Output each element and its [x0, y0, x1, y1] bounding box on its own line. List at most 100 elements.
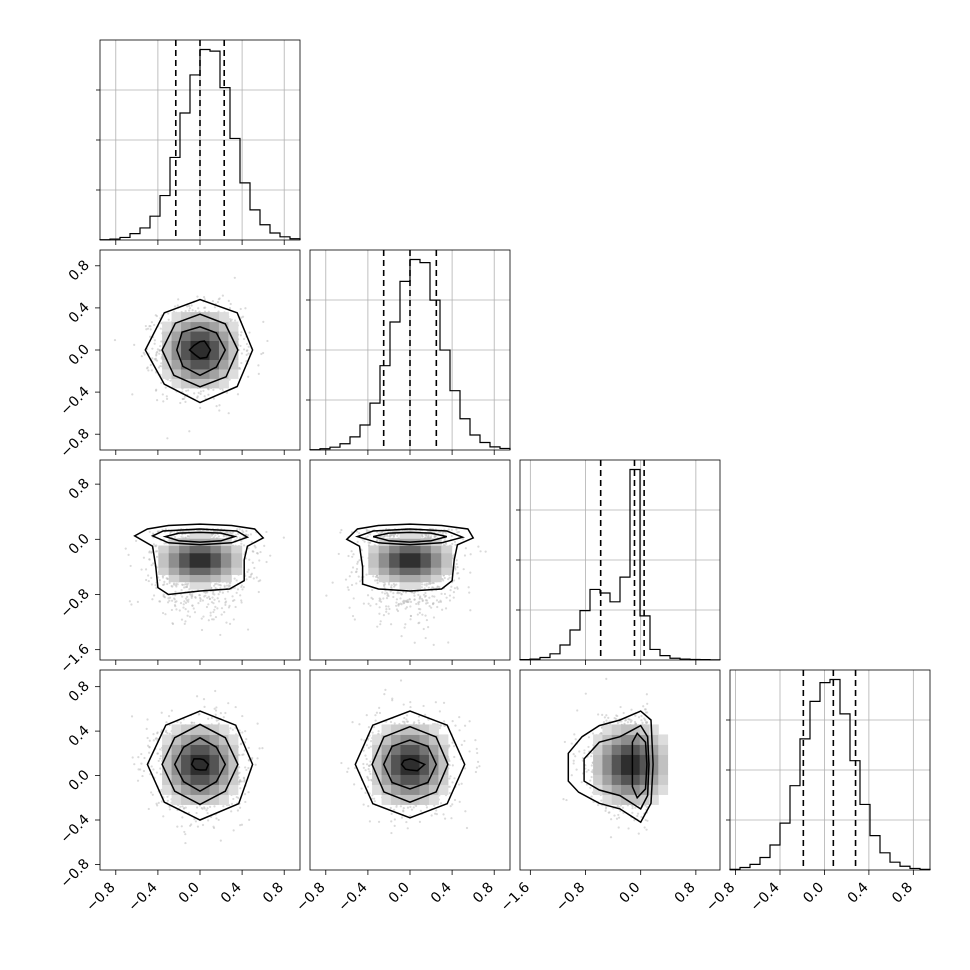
- y-tick-label: −0.4: [57, 384, 92, 419]
- scatter-point: [362, 602, 365, 605]
- scatter-point: [443, 576, 446, 580]
- scatter-point: [395, 601, 398, 604]
- scatter-point: [151, 532, 155, 535]
- scatter-point: [168, 599, 171, 602]
- scatter-point: [151, 598, 154, 601]
- scatter-point: [211, 299, 214, 303]
- scatter-point: [182, 603, 185, 606]
- density-cell: [389, 567, 401, 575]
- panel-content: [124, 523, 285, 637]
- scatter-point: [240, 584, 243, 587]
- scatter-point: [218, 404, 221, 407]
- scatter-point: [382, 597, 385, 600]
- density-cell: [420, 545, 432, 554]
- scatter-point: [239, 307, 242, 311]
- density-cell: [200, 331, 210, 342]
- scatter-point: [420, 586, 423, 589]
- scatter-point: [221, 294, 224, 297]
- scatter-point: [350, 550, 353, 553]
- scatter-point: [246, 570, 249, 573]
- scatter-point: [157, 759, 160, 763]
- scatter-point: [389, 590, 392, 593]
- density-cell: [430, 545, 442, 554]
- density-cell: [218, 331, 229, 342]
- scatter-point: [228, 318, 232, 321]
- density-cell: [189, 581, 201, 590]
- scatter-point: [408, 598, 411, 601]
- scatter-point: [155, 354, 158, 357]
- scatter-point: [153, 323, 156, 327]
- scatter-point: [228, 307, 232, 310]
- scatter-point: [189, 593, 192, 596]
- scatter-point: [224, 603, 227, 607]
- scatter-point: [187, 600, 190, 603]
- density-cell: [200, 531, 211, 539]
- density-cell: [179, 538, 191, 547]
- density-cell: [158, 567, 170, 575]
- scatter-point: [214, 615, 218, 619]
- scatter-point: [247, 534, 250, 537]
- scatter-point: [262, 320, 265, 323]
- scatter-point: [193, 392, 196, 395]
- density-cell: [430, 574, 442, 583]
- density-cell: [430, 552, 442, 561]
- density-cell: [420, 560, 432, 568]
- scatter-point: [427, 586, 430, 589]
- density-cell: [410, 552, 421, 561]
- scatter-point: [212, 397, 215, 400]
- scatter-point: [194, 596, 197, 599]
- scatter-point: [191, 309, 194, 312]
- scatter-point: [358, 559, 361, 562]
- scatter-point: [181, 595, 184, 598]
- density-cell: [190, 331, 201, 342]
- scatter-point: [387, 605, 390, 608]
- y-tick-label: 0.8: [66, 476, 93, 503]
- scatter-point: [447, 641, 450, 644]
- scatter-point: [150, 321, 153, 324]
- scatter-point: [445, 596, 448, 599]
- density-cell: [399, 574, 411, 583]
- density-cell: [218, 340, 229, 351]
- scatter-point: [243, 741, 247, 744]
- scatter-point: [242, 348, 246, 351]
- scatter-point: [447, 528, 450, 531]
- scatter-point: [214, 605, 217, 608]
- scatter-point: [212, 602, 215, 605]
- density-cell: [378, 545, 390, 554]
- scatter-point: [352, 597, 355, 600]
- scatter-point: [363, 540, 366, 543]
- density-cell: [162, 340, 173, 351]
- scatter-point: [239, 787, 242, 790]
- scatter-point: [425, 533, 428, 536]
- scatter-point: [236, 528, 239, 531]
- density-cell: [190, 321, 201, 332]
- scatter-point: [172, 582, 176, 585]
- scatter-point: [457, 572, 460, 575]
- scatter-point: [369, 604, 372, 607]
- scatter-point: [469, 609, 472, 612]
- scatter-point: [179, 401, 182, 405]
- scatter-point: [351, 614, 355, 618]
- scatter-point: [192, 607, 195, 610]
- panel-0-3: −0.8−0.40.00.40.8: [57, 669, 301, 891]
- scatter-point: [248, 331, 251, 334]
- scatter-point: [436, 585, 439, 589]
- scatter-point: [214, 534, 217, 537]
- scatter-point: [215, 582, 218, 585]
- scatter-point: [233, 276, 236, 279]
- scatter-point: [381, 591, 384, 594]
- scatter-point: [164, 528, 167, 531]
- scatter-point: [463, 554, 467, 557]
- scatter-point: [194, 820, 198, 823]
- scatter-point: [195, 695, 199, 698]
- contour-level-2: [373, 531, 447, 543]
- density-cell: [190, 340, 201, 351]
- scatter-point: [168, 808, 171, 811]
- density-cell: [231, 552, 243, 561]
- scatter-point: [152, 739, 155, 742]
- marginal-panel-0: [96, 39, 301, 241]
- density-cell: [189, 552, 201, 561]
- scatter-point: [219, 587, 222, 590]
- scatter-point: [174, 594, 177, 597]
- scatter-point: [196, 395, 199, 398]
